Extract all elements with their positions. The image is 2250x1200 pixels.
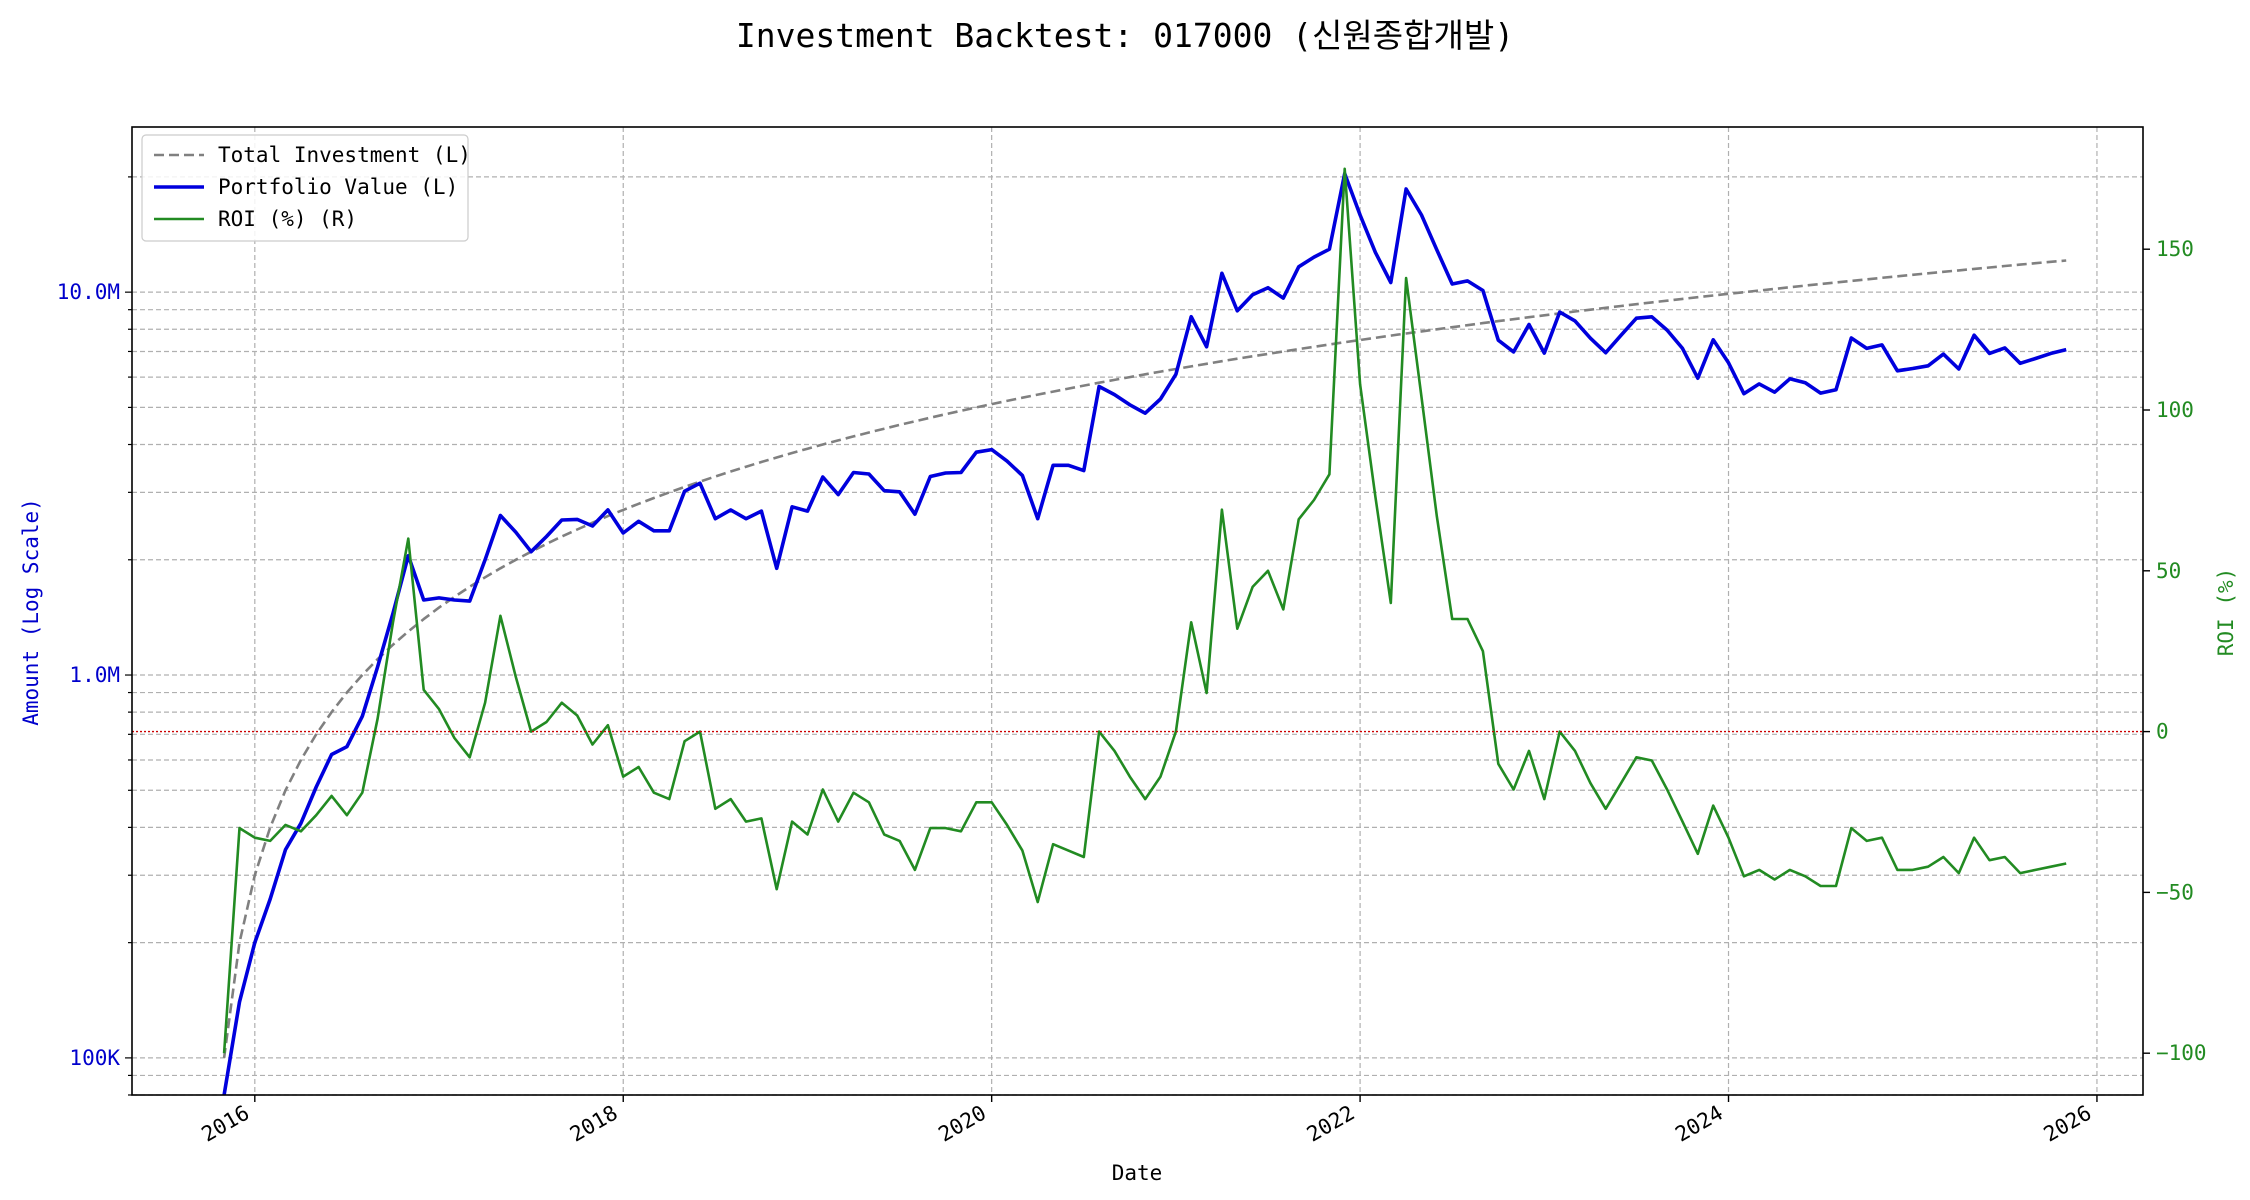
x-tick-label: 2022	[1303, 1101, 1359, 1147]
right-tick-label: 100	[2156, 398, 2194, 422]
axes	[125, 126, 2150, 1102]
left-axis-label: Amount (Log Scale)	[19, 498, 43, 726]
tick-labels: 2016 2018 2020 2022 2024 2026 100K 1.0M 10.0M −10…	[57, 237, 2207, 1146]
legend-entry-label: Portfolio Value (L)	[218, 175, 458, 199]
x-tick-label: 2018	[566, 1101, 622, 1147]
x-tick-label: 2016	[198, 1101, 254, 1147]
right-tick-label: 0	[2156, 720, 2169, 744]
right-tick-label: 150	[2156, 237, 2194, 261]
right-tick-label: −50	[2156, 880, 2194, 904]
right-tick-label: 50	[2156, 559, 2181, 583]
legend-entry-label: ROI (%) (R)	[218, 207, 357, 231]
grid	[132, 127, 2143, 1096]
legend-box	[141, 134, 469, 242]
series-line-1	[222, 171, 2067, 1096]
left-tick-label: 1.0M	[69, 663, 120, 687]
series-line-2	[222, 167, 2067, 1054]
x-tick-label: 2024	[1671, 1101, 1727, 1147]
left-tick-label: 100K	[69, 1046, 120, 1070]
x-axis-label: Date	[1112, 1161, 1163, 1185]
x-tick-label: 2026	[2040, 1101, 2096, 1147]
x-tick-label: 2020	[934, 1101, 990, 1147]
right-axis-label: ROI (%)	[2214, 568, 2238, 657]
legend-entry-label: Total Investment (L)	[218, 143, 471, 167]
right-tick-label: −100	[2156, 1041, 2207, 1065]
legend: Total Investment (L) Portfolio Value (L) R…	[141, 134, 471, 242]
left-tick-label: 10.0M	[57, 280, 120, 304]
series-layer	[132, 167, 2143, 1096]
chart-title: Investment Backtest: 017000 (신원종합개발)	[736, 16, 1514, 55]
plot-frame	[131, 126, 2144, 1096]
